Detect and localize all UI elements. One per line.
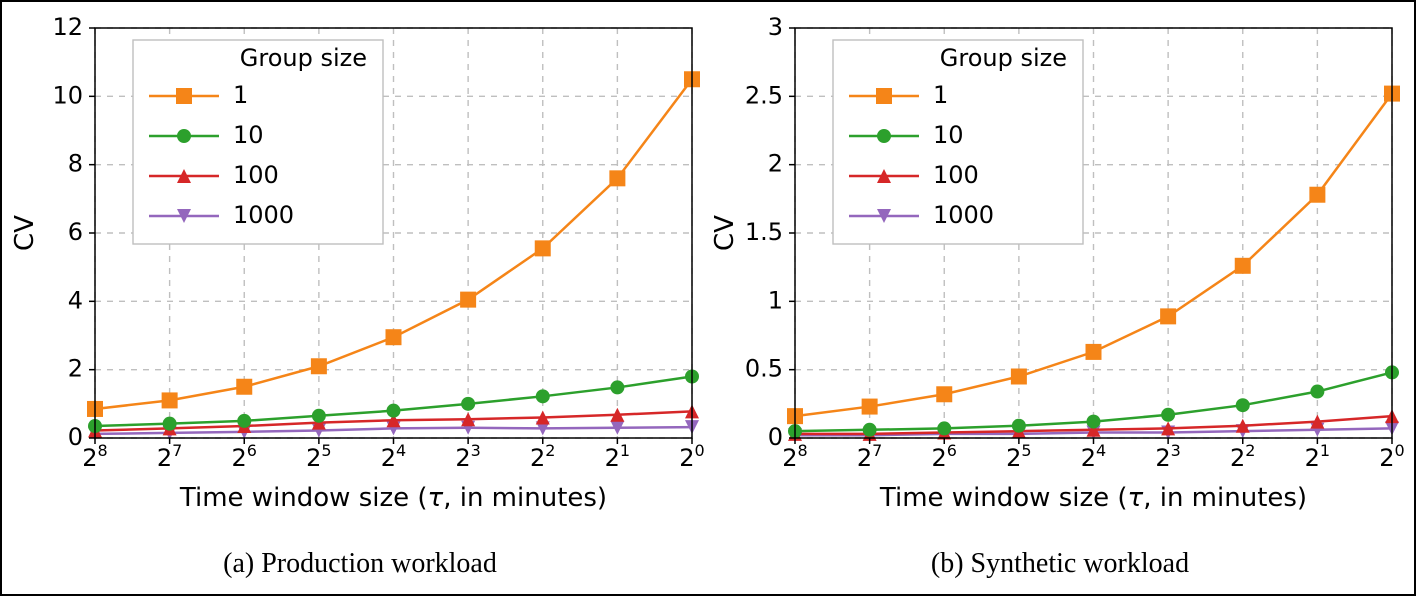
series-marker-10 [387,404,401,418]
y-tick-label: 6 [68,218,83,246]
legend-label: 1000 [233,201,294,229]
legend-sample-marker [176,88,192,104]
legend-sample-marker [177,129,191,143]
series-marker-10 [610,380,624,394]
series-marker-10 [937,421,951,435]
panel-left: 024681012282726252423222120Time window s… [10,10,710,594]
series-marker-10 [312,409,326,423]
y-tick-label: 8 [68,150,83,178]
y-tick-label: 2.5 [745,81,783,109]
legend-label: 100 [933,161,979,189]
series-marker-10 [863,423,877,437]
x-tick-label: 25 [306,441,331,472]
series-marker-1 [1086,344,1102,360]
x-tick-label: 23 [455,441,480,472]
series-marker-1 [1235,258,1251,274]
series-marker-10 [536,389,550,403]
caption-right: (b) Synthetic workload [931,542,1189,594]
chart-wrap-right: 0 0.5 1 1.5 2 2.5 3 28 27 26 25 24 23 22 21 20 Time wind… [710,10,1410,542]
x-tick-label: 20 [1379,441,1404,472]
caption-left: (a) Production workload [223,542,497,594]
panel-right: 0 0.5 1 1.5 2 2.5 3 28 27 26 25 24 23 22 21 20 Time wind… [710,10,1410,594]
x-tick-label: 26 [932,441,957,472]
x-tick-label: 23 [1155,441,1180,472]
series-marker-1 [386,329,402,345]
legend-label: 10 [933,121,964,149]
x-tick-label: 26 [232,441,257,472]
y-tick-label: 10 [52,81,83,109]
chart-production: 024681012282726252423222120Time window s… [10,10,710,530]
series-marker-10 [237,414,251,428]
legend-sample-marker [877,129,891,143]
y-tick-label: 1 [768,286,783,314]
series-marker-10 [1310,385,1324,399]
series-marker-1 [1011,369,1027,385]
series-marker-1 [936,386,952,402]
chart-wrap-left: 024681012282726252423222120Time window s… [10,10,710,542]
y-axis-label: CV [10,215,40,251]
y-tick-label: 0 [768,423,783,451]
legend-title: Group size [940,44,1067,72]
y-tick-label: 2 [768,150,783,178]
x-tick-label: 21 [605,441,630,472]
y-tick-label: 0 [68,423,83,451]
series-marker-10 [1012,419,1026,433]
y-tick-label: 3 [768,13,783,41]
x-tick-label: 27 [157,441,182,472]
series-marker-1 [862,399,878,415]
legend-label: 1 [233,81,248,109]
legend-title: Group size [240,44,367,72]
x-axis-label: Time window size (τ, in minutes) [179,483,607,513]
series-marker-10 [163,417,177,431]
legend-label: 100 [233,161,279,189]
x-tick-label: 28 [782,441,807,472]
series-marker-10 [1161,408,1175,422]
figure: 024681012282726252423222120Time window s… [0,0,1416,596]
y-tick-label: 0.5 [745,355,783,383]
series-marker-10 [1087,415,1101,429]
x-tick-label: 25 [1006,441,1031,472]
x-tick-label: 24 [1081,441,1106,472]
legend-label: 1000 [933,201,994,229]
legend-label: 1 [933,81,948,109]
series-marker-1 [1160,308,1176,324]
series-marker-1 [535,240,551,256]
series-marker-1 [311,358,327,374]
x-tick-label: 22 [530,441,555,472]
series-marker-1 [1309,187,1325,203]
series-marker-1 [162,392,178,408]
y-tick-label: 4 [68,286,83,314]
y-tick-label: 12 [52,13,83,41]
legend-sample-marker [876,88,892,104]
series-marker-10 [461,397,475,411]
x-tick-label: 27 [857,441,882,472]
y-axis-label: CV [710,215,740,251]
legend-label: 10 [233,121,264,149]
series-marker-1 [460,292,476,308]
x-tick-label: 24 [381,441,406,472]
chart-synthetic: 0 0.5 1 1.5 2 2.5 3 28 27 26 25 24 23 22 21 20 Time wind… [710,10,1410,530]
x-tick-label: 21 [1305,441,1330,472]
x-axis-label: Time window size (τ, in minutes) [879,483,1307,513]
y-tick-label: 1.5 [745,218,783,246]
series-marker-1 [609,170,625,186]
y-tick-label: 2 [68,355,83,383]
series-marker-1 [236,379,252,395]
series-marker-10 [1236,398,1250,412]
x-tick-label: 28 [82,441,107,472]
x-tick-label: 20 [679,441,704,472]
x-tick-label: 22 [1230,441,1255,472]
